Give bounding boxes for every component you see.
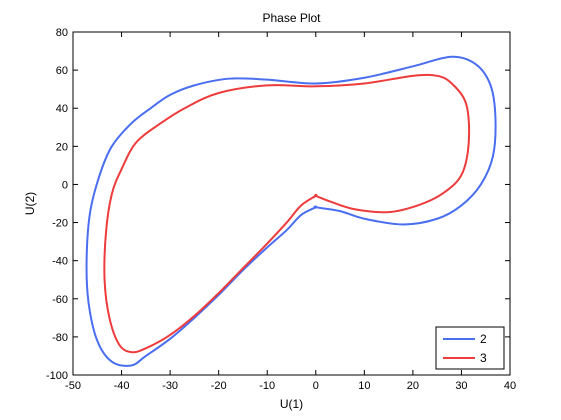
y-tick-label: -20: [52, 218, 68, 230]
y-tick-label: -40: [52, 256, 68, 268]
legend: 23: [435, 326, 505, 370]
y-tick-label: 60: [56, 65, 68, 77]
x-tick-label: 30: [455, 380, 467, 392]
legend-box: [435, 326, 505, 370]
plot-area: [72, 31, 511, 376]
x-axis-label: U(1): [280, 397, 303, 411]
y-tick-label: 0: [62, 179, 68, 191]
y-tick-label: -100: [46, 370, 68, 382]
series-2-line: [85, 55, 497, 367]
chart-title: Phase Plot: [262, 11, 321, 25]
x-tick-label: -50: [65, 380, 81, 392]
y-tick-label: -60: [52, 294, 68, 306]
x-tick-label: -30: [162, 380, 178, 392]
x-tick-label: -20: [211, 380, 227, 392]
y-tick-label: 80: [56, 27, 68, 39]
legend-label-3: 3: [480, 351, 487, 365]
legend-label-2: 2: [480, 332, 487, 346]
y-tick-label: -80: [52, 332, 68, 344]
x-tick-label: 0: [313, 380, 319, 392]
y-axis-label: U(2): [23, 192, 37, 215]
x-tick-label: -10: [259, 380, 275, 392]
x-tick-label: -40: [114, 380, 130, 392]
x-tick-label: 10: [358, 380, 370, 392]
y-tick-label: 40: [56, 103, 68, 115]
x-tick-label: 40: [504, 380, 516, 392]
y-tick-label: 20: [56, 141, 68, 153]
series-3-line: [103, 73, 471, 354]
x-tick-label: 20: [407, 380, 419, 392]
